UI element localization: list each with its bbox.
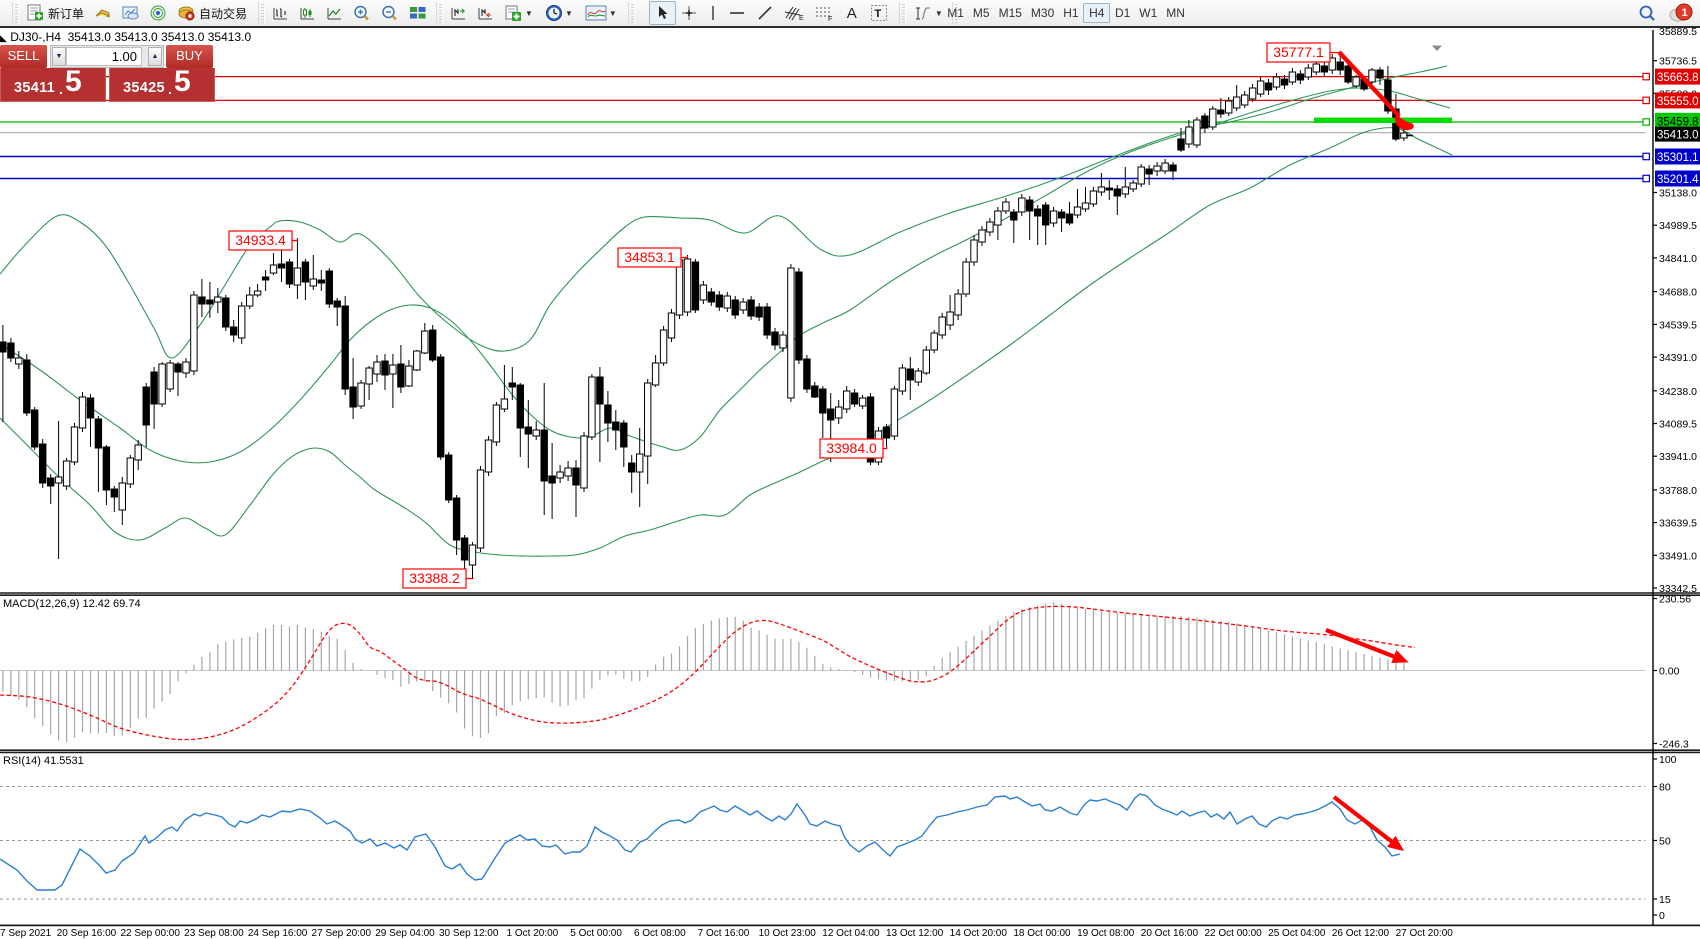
svg-text:20 Sep 16:00: 20 Sep 16:00 [57,928,117,939]
svg-text:35736.5: 35736.5 [1659,56,1697,68]
svg-text:34989.5: 34989.5 [1659,220,1697,232]
svg-text:35138.0: 35138.0 [1659,188,1697,200]
svg-text:34688.0: 34688.0 [1659,287,1697,299]
svg-text:35459.8: 35459.8 [1657,116,1699,128]
svg-text:1: 1 [1682,7,1688,19]
svg-text:22 Sep 00:00: 22 Sep 00:00 [120,928,180,939]
svg-text:20 Oct 16:00: 20 Oct 16:00 [1141,928,1199,939]
svg-text:29 Sep 04:00: 29 Sep 04:00 [375,928,435,939]
svg-text:100: 100 [1659,754,1677,766]
svg-text:35889.5: 35889.5 [1659,26,1697,38]
svg-text:5 Oct 00:00: 5 Oct 00:00 [570,928,622,939]
svg-text:10 Oct 23:00: 10 Oct 23:00 [759,928,817,939]
svg-text:33491.0: 33491.0 [1659,550,1697,562]
svg-text:35777.1: 35777.1 [1273,44,1324,60]
svg-text:12 Oct 04:00: 12 Oct 04:00 [822,928,880,939]
svg-text:24 Sep 16:00: 24 Sep 16:00 [248,928,308,939]
svg-text:27 Sep 20:00: 27 Sep 20:00 [312,928,372,939]
svg-text:80: 80 [1659,782,1671,794]
svg-text:14 Oct 20:00: 14 Oct 20:00 [950,928,1008,939]
svg-text:35663.8: 35663.8 [1657,72,1699,84]
svg-text:33941.0: 33941.0 [1659,451,1697,463]
svg-text:E: E [799,15,804,22]
svg-text:34539.5: 34539.5 [1659,319,1697,331]
svg-text:50: 50 [1659,836,1671,848]
svg-text:35555.0: 35555.0 [1657,96,1699,108]
svg-text:27 Oct 20:00: 27 Oct 20:00 [1396,928,1454,939]
svg-text:MACD(12,26,9) 12.42 69.74: MACD(12,26,9) 12.42 69.74 [3,598,141,610]
svg-text:22 Oct 00:00: 22 Oct 00:00 [1204,928,1262,939]
svg-text:33342.5: 33342.5 [1659,583,1697,595]
svg-text:34853.1: 34853.1 [624,249,675,265]
svg-text:1 Oct 20:00: 1 Oct 20:00 [507,928,559,939]
svg-text:17 Sep 2021: 17 Sep 2021 [0,928,52,939]
svg-text:6 Oct 08:00: 6 Oct 08:00 [634,928,686,939]
svg-text:T: T [874,8,881,20]
svg-text:7 Oct 16:00: 7 Oct 16:00 [698,928,750,939]
svg-text:230.56: 230.56 [1659,594,1691,606]
svg-text:RSI(14) 41.5531: RSI(14) 41.5531 [3,755,84,767]
svg-text:33639.5: 33639.5 [1659,518,1697,530]
svg-text:23 Sep 08:00: 23 Sep 08:00 [184,928,244,939]
svg-text:F: F [828,16,832,22]
svg-text:33388.2: 33388.2 [409,570,460,586]
svg-text:18 Oct 00:00: 18 Oct 00:00 [1013,928,1071,939]
svg-text:34933.4: 34933.4 [235,232,286,248]
svg-text:0.00: 0.00 [1659,666,1680,678]
svg-text:19 Oct 08:00: 19 Oct 08:00 [1077,928,1135,939]
svg-text:26 Oct 12:00: 26 Oct 12:00 [1332,928,1390,939]
svg-text:13 Oct 12:00: 13 Oct 12:00 [886,928,944,939]
svg-text:35413.0: 35413.0 [1657,129,1699,141]
svg-text:30 Sep 12:00: 30 Sep 12:00 [439,928,499,939]
svg-text:34841.0: 34841.0 [1659,253,1697,265]
svg-text:15: 15 [1659,894,1671,906]
svg-text:25 Oct 04:00: 25 Oct 04:00 [1268,928,1326,939]
svg-text:33788.0: 33788.0 [1659,485,1697,497]
svg-text:34238.0: 34238.0 [1659,386,1697,398]
svg-text:33984.0: 33984.0 [826,440,877,456]
svg-text:35301.1: 35301.1 [1657,152,1699,164]
svg-text:-246.3: -246.3 [1659,739,1689,751]
svg-text:34089.5: 34089.5 [1659,419,1697,431]
svg-text:35201.4: 35201.4 [1657,174,1699,186]
svg-text:34391.0: 34391.0 [1659,352,1697,364]
svg-text:0: 0 [1659,910,1665,922]
